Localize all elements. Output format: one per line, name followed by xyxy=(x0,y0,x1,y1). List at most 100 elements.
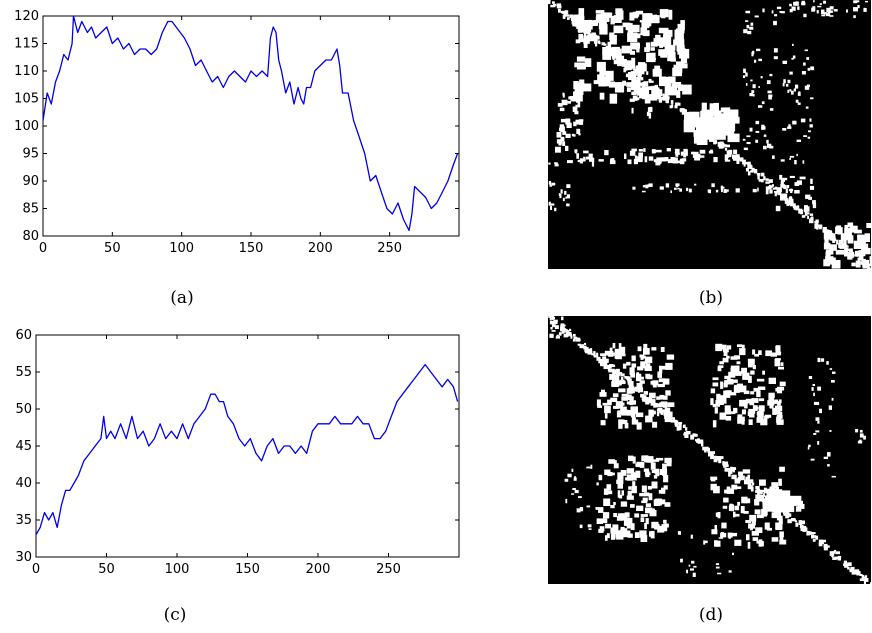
recurrence-point xyxy=(782,128,787,131)
recurrence-point xyxy=(552,183,556,185)
recurrence-point xyxy=(641,500,648,504)
recurrence-point xyxy=(593,351,596,356)
recurrence-point xyxy=(693,119,703,128)
recurrence-point xyxy=(747,171,751,176)
recurrence-point xyxy=(828,405,832,410)
recurrence-point xyxy=(648,183,653,187)
recurrence-point xyxy=(575,104,578,108)
recurrence-point xyxy=(579,38,586,43)
recurrence-point xyxy=(808,196,812,200)
recurrence-point xyxy=(598,358,603,364)
recurrence-point xyxy=(742,159,746,165)
y-tick-label: 85 xyxy=(22,202,39,217)
recurrence-point xyxy=(756,411,761,416)
recurrence-point xyxy=(817,420,820,424)
recurrence-point xyxy=(565,14,570,17)
recurrence-point xyxy=(574,85,584,95)
recurrence-point xyxy=(691,560,695,564)
recurrence-point xyxy=(591,161,595,167)
recurrence-point xyxy=(627,159,632,165)
recurrence-point xyxy=(811,387,814,391)
recurrence-point xyxy=(768,377,776,384)
recurrence-point xyxy=(779,174,783,180)
recurrence-point xyxy=(643,343,648,350)
recurrence-point xyxy=(708,150,714,154)
recurrence-point xyxy=(789,196,792,203)
recurrence-point xyxy=(819,408,822,414)
recurrence-point xyxy=(655,34,661,43)
recurrence-point xyxy=(775,492,788,500)
recurrence-point xyxy=(640,63,647,72)
recurrence-point xyxy=(826,7,831,12)
recurrence-point xyxy=(823,232,833,240)
recurrence-point xyxy=(645,470,650,478)
recurrence-point xyxy=(628,455,634,462)
recurrence-point xyxy=(712,420,717,428)
recurrence-point xyxy=(567,332,571,336)
recurrence-point xyxy=(812,200,816,205)
recurrence-point xyxy=(563,333,568,338)
recurrence-point xyxy=(690,568,694,571)
recurrence-point xyxy=(603,498,611,506)
recurrence-point xyxy=(657,371,662,378)
recurrence-point xyxy=(786,198,789,204)
recurrence-point xyxy=(656,411,660,417)
recurrence-point xyxy=(677,426,682,431)
recurrence-point xyxy=(645,184,649,189)
recurrence-point xyxy=(737,501,740,506)
recurrence-point xyxy=(595,10,605,14)
recurrence-point xyxy=(597,40,600,44)
recurrence-point xyxy=(638,152,643,158)
recurrence-point xyxy=(651,57,656,61)
recurrence-point xyxy=(629,12,635,21)
recurrence-point xyxy=(557,132,562,137)
recurrence-point xyxy=(723,107,730,119)
recurrence-point xyxy=(651,149,656,154)
recurrence-point xyxy=(632,481,636,489)
recurrence-point xyxy=(572,488,576,490)
recurrence-point xyxy=(627,376,631,384)
recurrence-point xyxy=(637,389,640,393)
recurrence-point xyxy=(575,119,581,125)
recurrence-point xyxy=(804,206,810,212)
recurrence-point xyxy=(788,513,792,517)
recurrence-point xyxy=(765,181,770,184)
recurrence-point xyxy=(645,373,650,379)
recurrence-point xyxy=(650,47,655,51)
recurrence-point xyxy=(775,405,783,412)
recurrence-point xyxy=(646,52,656,63)
recurrence-point xyxy=(558,332,562,336)
recurrence-point xyxy=(662,378,670,385)
recurrence-point xyxy=(715,343,723,352)
recurrence-point xyxy=(652,69,659,75)
recurrence-point xyxy=(546,0,551,3)
recurrence-point xyxy=(593,80,599,85)
recurrence-point xyxy=(776,6,782,10)
y-tick-label: 100 xyxy=(14,119,39,134)
recurrence-point xyxy=(624,422,629,429)
recurrence-point xyxy=(637,156,643,163)
recurrence-point xyxy=(613,513,617,518)
recurrence-point xyxy=(667,51,676,62)
recurrence-point xyxy=(829,551,835,556)
recurrence-point xyxy=(556,3,562,7)
recurrence-point xyxy=(829,15,834,17)
recurrence-point xyxy=(619,494,623,499)
recurrence-point xyxy=(629,98,635,102)
recurrence-point xyxy=(675,150,679,157)
recurrence-point xyxy=(773,20,777,26)
y-tick-label: 90 xyxy=(22,174,39,189)
recurrence-point xyxy=(630,71,634,76)
recurrence-point xyxy=(751,520,756,526)
recurrence-point xyxy=(666,354,675,360)
recurrence-point xyxy=(615,352,621,358)
recurrence-point xyxy=(650,530,655,539)
recurrence-point xyxy=(569,333,572,337)
x-tick-label: 100 xyxy=(165,562,190,577)
recurrence-point xyxy=(552,1,555,4)
recurrence-point xyxy=(814,536,818,539)
recurrence-point xyxy=(626,401,634,405)
recurrence-point xyxy=(597,36,600,40)
recurrence-point xyxy=(576,153,579,159)
recurrence-point xyxy=(749,402,755,406)
